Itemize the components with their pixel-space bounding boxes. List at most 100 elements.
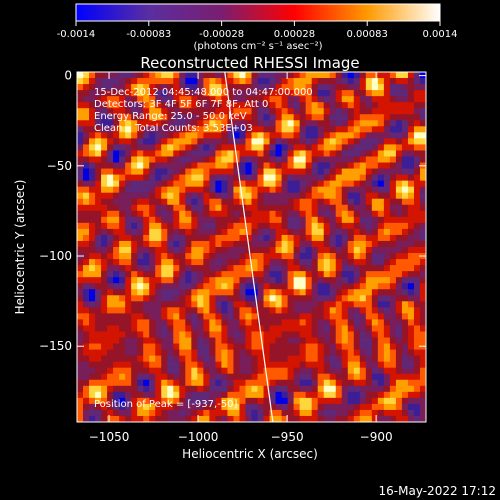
heatmap-cell	[107, 391, 114, 399]
heatmap-cell	[179, 277, 186, 284]
heatmap-cell	[101, 210, 108, 218]
heatmap-cell	[299, 391, 307, 399]
heatmap-cell	[233, 337, 240, 344]
heatmap-cell	[401, 349, 409, 357]
heatmap-cell	[341, 96, 349, 103]
heatmap-cell	[257, 90, 264, 97]
heatmap-cell	[251, 234, 258, 242]
heatmap-cell	[167, 271, 174, 278]
heatmap-cell	[83, 78, 90, 85]
heatmap-cell	[131, 138, 138, 145]
heatmap-cell	[407, 240, 415, 248]
heatmap-cell	[137, 240, 144, 248]
heatmap-cell	[395, 379, 403, 387]
heatmap-cell	[413, 331, 421, 338]
heatmap-cell	[233, 120, 240, 127]
heatmap-cell	[257, 385, 264, 393]
heatmap-cell	[383, 373, 391, 381]
heatmap-cell	[389, 373, 397, 381]
heatmap-cell	[335, 313, 343, 320]
heatmap-cell	[77, 397, 84, 405]
heatmap-cell	[83, 331, 90, 338]
heatmap-cell	[317, 78, 325, 85]
heatmap-cell	[365, 331, 373, 338]
heatmap-cell	[215, 337, 222, 344]
heatmap-cell	[287, 259, 295, 266]
heatmap-cell	[281, 78, 289, 85]
heatmap-cell	[299, 234, 307, 242]
heatmap-cell	[407, 210, 415, 218]
heatmap-cell	[401, 259, 409, 266]
heatmap-cell	[119, 325, 126, 332]
heatmap-cell	[119, 222, 126, 230]
heatmap-cell	[233, 295, 240, 302]
heatmap-cell	[269, 168, 276, 175]
heatmap-cell	[161, 253, 168, 260]
heatmap-cell	[407, 138, 415, 145]
heatmap-cell	[371, 96, 379, 103]
heatmap-cell	[131, 228, 138, 236]
heatmap-cell	[401, 216, 409, 224]
heatmap-cell	[107, 295, 114, 302]
heatmap-cell	[89, 204, 96, 212]
heatmap-cell	[179, 228, 186, 236]
heatmap-cell	[281, 373, 289, 381]
heatmap-cell	[365, 379, 373, 387]
heatmap-cell	[179, 361, 186, 369]
heatmap-cell	[365, 319, 373, 326]
heatmap-cell	[173, 90, 180, 97]
heatmap-cell	[107, 379, 114, 387]
heatmap-cell	[245, 271, 252, 278]
heatmap-cell	[209, 283, 216, 290]
heatmap-cell	[191, 84, 198, 91]
heatmap-cell	[77, 114, 84, 121]
heatmap-cell	[125, 397, 132, 405]
heatmap-cell	[335, 96, 343, 103]
heatmap-cell	[113, 307, 120, 314]
heatmap-cell	[365, 295, 373, 302]
heatmap-cell	[263, 84, 270, 91]
heatmap-cell	[257, 138, 264, 145]
heatmap-cell	[245, 210, 252, 218]
heatmap-cell	[239, 144, 246, 151]
heatmap-cell	[353, 397, 361, 405]
heatmap-cell	[209, 301, 216, 308]
heatmap-cell	[299, 174, 307, 182]
heatmap-cell	[83, 198, 90, 206]
heatmap-cell	[125, 379, 132, 387]
heatmap-cell	[227, 277, 234, 284]
heatmap-cell	[209, 222, 216, 230]
heatmap-cell	[221, 162, 228, 169]
heatmap-cell	[233, 72, 240, 79]
heatmap-cell	[95, 78, 102, 85]
heatmap-cell	[107, 253, 114, 260]
heatmap-cell	[245, 253, 252, 260]
heatmap-cell	[173, 391, 180, 399]
heatmap-cell	[155, 108, 162, 115]
heatmap-cell	[293, 114, 301, 121]
heatmap-cell	[281, 325, 289, 332]
heatmap-cell	[383, 415, 391, 422]
heatmap-cell	[419, 349, 426, 357]
heatmap-cell	[221, 204, 228, 212]
heatmap-cell	[131, 216, 138, 224]
heatmap-cell	[353, 126, 361, 133]
heatmap-cell	[311, 313, 319, 320]
heatmap-cell	[365, 349, 373, 357]
heatmap-cell	[365, 277, 373, 284]
heatmap-cell	[179, 102, 186, 109]
heatmap-cell	[323, 198, 331, 206]
heatmap-cell	[209, 355, 216, 363]
heatmap-cell	[191, 96, 198, 103]
heatmap-cell	[407, 222, 415, 230]
heatmap-cell	[413, 108, 421, 115]
heatmap-cell	[293, 102, 301, 109]
heatmap-cell	[383, 126, 391, 133]
heatmap-cell	[89, 283, 96, 290]
heatmap-cell	[239, 313, 246, 320]
heatmap-cell	[167, 102, 174, 109]
heatmap-cell	[77, 271, 84, 278]
heatmap-cell	[221, 301, 228, 308]
heatmap-cell	[323, 114, 331, 121]
heatmap-cell	[185, 253, 192, 260]
